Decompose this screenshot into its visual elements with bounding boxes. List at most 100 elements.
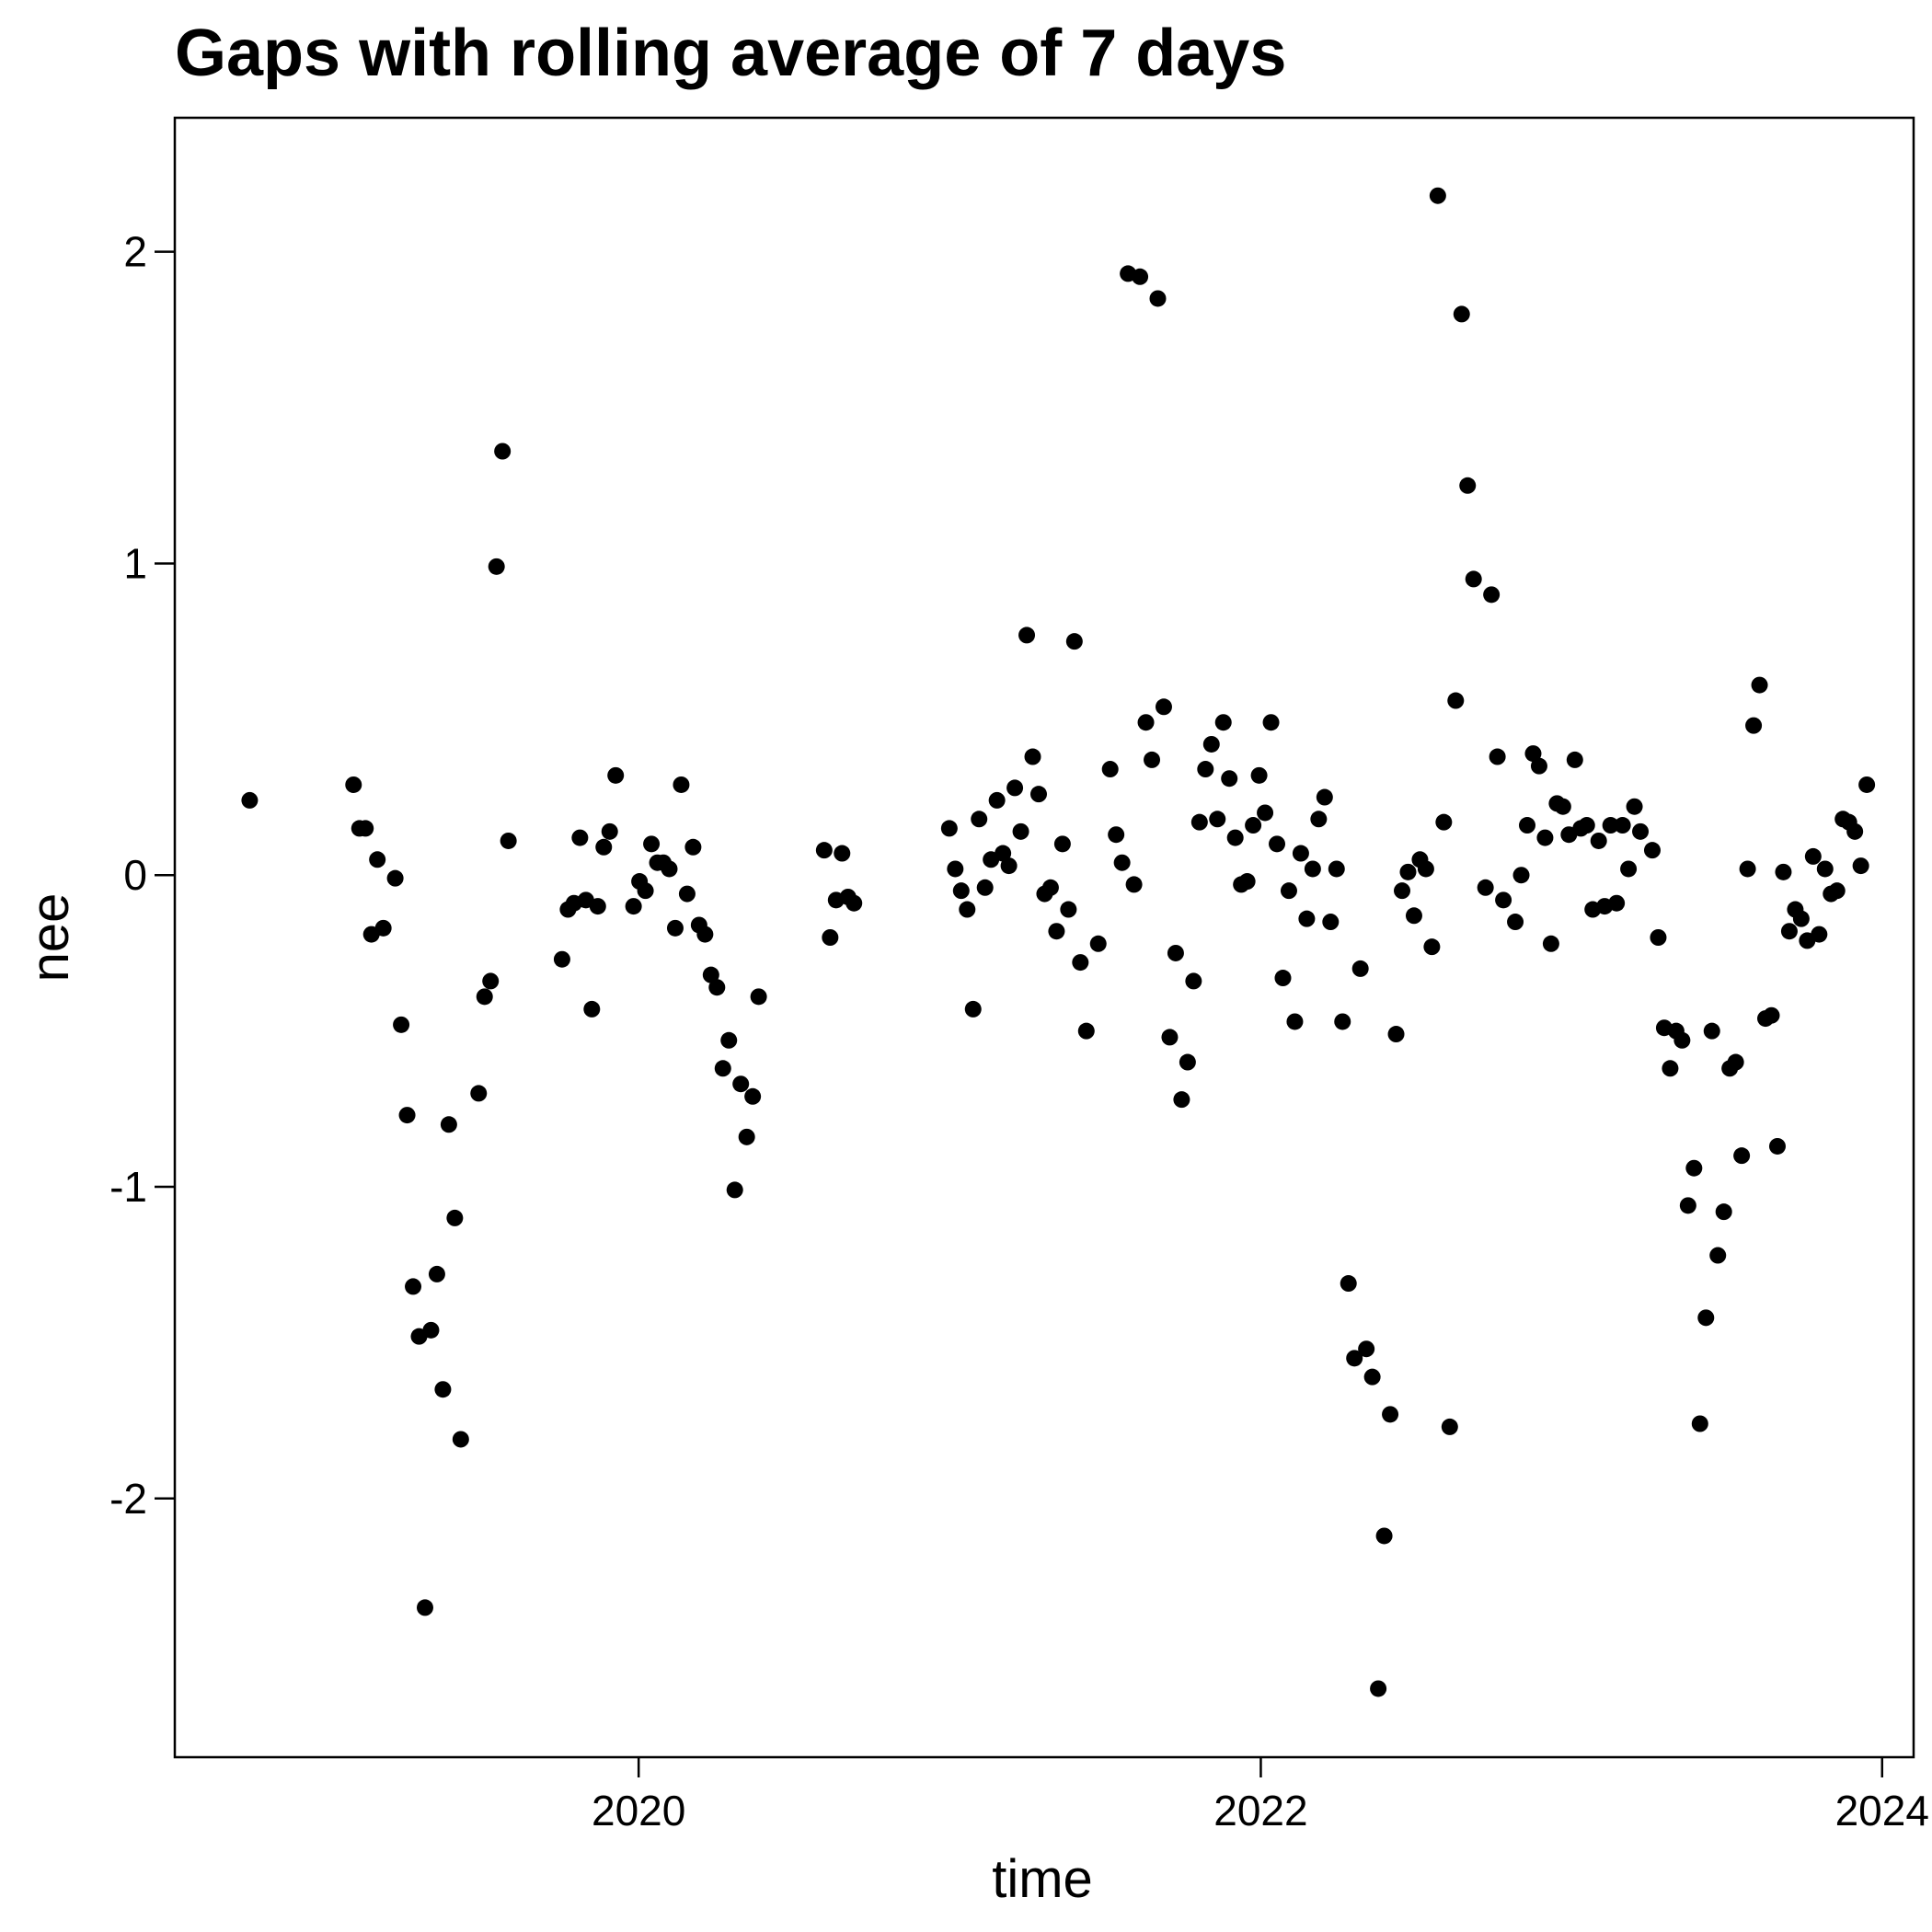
y-tick-label: 1	[123, 539, 147, 587]
data-point	[1632, 822, 1650, 840]
y-tick-label: -1	[109, 1163, 147, 1211]
data-point	[1298, 910, 1316, 927]
data-point	[357, 820, 374, 837]
data-point	[1048, 923, 1065, 940]
data-point	[1536, 829, 1554, 846]
data-point	[374, 919, 392, 937]
data-point	[1077, 1022, 1095, 1040]
data-point	[1816, 860, 1834, 878]
data-point	[750, 988, 767, 1006]
data-point	[1780, 923, 1798, 940]
data-point	[446, 1209, 464, 1226]
data-point	[1858, 776, 1876, 793]
data-point	[696, 926, 714, 943]
data-point	[834, 845, 851, 862]
x-tick-label: 2020	[592, 1787, 685, 1834]
data-point	[1435, 813, 1453, 831]
data-point	[1292, 845, 1309, 862]
data-point	[1000, 857, 1018, 875]
data-point	[1006, 779, 1024, 797]
data-point	[678, 885, 696, 903]
data-point	[1262, 714, 1280, 731]
data-point	[1041, 879, 1059, 896]
data-point	[1209, 811, 1226, 828]
data-point	[666, 919, 684, 937]
data-point	[1775, 863, 1792, 880]
data-point	[625, 898, 642, 915]
data-point	[1519, 817, 1535, 834]
data-point	[595, 838, 613, 856]
y-axis-label: nee	[20, 893, 80, 983]
data-point	[1053, 835, 1071, 853]
data-point	[553, 950, 570, 968]
data-point	[1650, 929, 1667, 946]
data-point	[1024, 748, 1041, 765]
data-point	[1363, 1368, 1381, 1386]
data-point	[241, 791, 259, 809]
data-point	[1733, 1147, 1751, 1165]
data-point	[1679, 1197, 1696, 1214]
data-point	[571, 829, 589, 846]
data-point	[815, 842, 833, 859]
data-point	[601, 822, 618, 840]
data-point	[1739, 860, 1756, 878]
data-point	[1524, 745, 1542, 763]
data-point	[1101, 761, 1119, 778]
data-point	[1316, 788, 1333, 806]
data-point	[1113, 854, 1131, 871]
data-point	[1620, 860, 1638, 878]
data-point	[1405, 907, 1422, 925]
data-point	[1792, 910, 1810, 927]
data-point	[1453, 305, 1470, 323]
data-point	[1745, 717, 1763, 734]
data-point	[1697, 1309, 1715, 1327]
data-point	[1709, 1247, 1727, 1264]
data-point	[1280, 882, 1297, 900]
data-point	[1673, 1031, 1691, 1049]
data-point	[1060, 901, 1077, 918]
data-point	[393, 1016, 410, 1033]
data-point	[1394, 882, 1411, 900]
x-axis: 2020 2022 2024	[592, 1757, 1929, 1834]
data-point	[1132, 268, 1149, 285]
data-point	[720, 1031, 738, 1049]
data-point	[988, 791, 1006, 809]
data-point	[1018, 627, 1036, 644]
data-point	[1685, 1159, 1703, 1177]
data-point	[1340, 1275, 1357, 1293]
data-point	[422, 1321, 440, 1339]
data-point	[1727, 1053, 1744, 1071]
data-point	[1441, 1418, 1458, 1435]
data-point	[1167, 944, 1184, 961]
data-point	[482, 972, 500, 990]
y-tick-label: 2	[123, 228, 147, 276]
data-point	[1269, 835, 1286, 853]
data-point	[1614, 817, 1631, 834]
data-point	[1530, 757, 1547, 775]
data-point	[822, 929, 839, 946]
data-points	[241, 187, 1876, 1697]
data-point	[1703, 1022, 1720, 1040]
data-point	[732, 1075, 750, 1093]
data-point	[1190, 813, 1208, 831]
data-point	[684, 838, 702, 856]
data-point	[607, 766, 625, 784]
data-point	[440, 1116, 457, 1133]
y-axis: 2 1 0 -1 -2	[109, 228, 175, 1523]
data-point	[416, 1599, 433, 1616]
data-point	[1358, 1340, 1375, 1358]
data-point	[470, 1085, 488, 1102]
data-point	[738, 1128, 755, 1145]
data-point	[637, 882, 654, 900]
data-point	[494, 443, 512, 460]
data-point	[1304, 860, 1321, 878]
data-point	[1566, 751, 1583, 768]
data-point	[1602, 817, 1619, 834]
x-axis-label: time	[992, 1849, 1093, 1909]
data-point	[398, 1107, 416, 1124]
data-point	[386, 869, 404, 887]
data-point	[940, 820, 958, 837]
data-point	[1072, 954, 1089, 972]
data-point	[1751, 676, 1768, 694]
